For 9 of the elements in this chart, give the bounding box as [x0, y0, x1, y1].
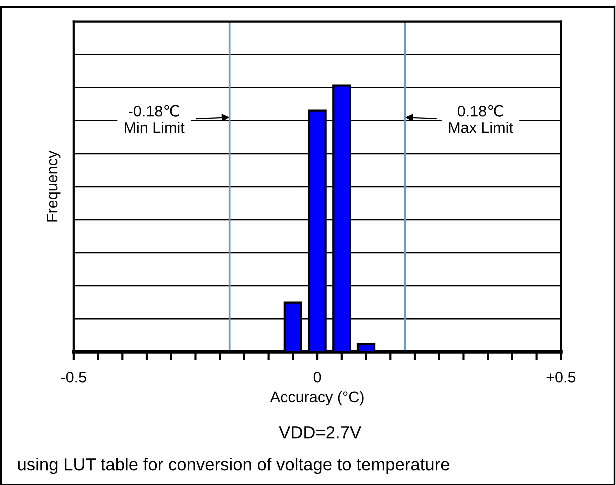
- x-tick-label: 0: [314, 372, 322, 383]
- x-tick-label: +0.5: [546, 372, 576, 383]
- text: using LUT table for conversion of voltage to temperature: [18, 458, 450, 474]
- x-tick-label: -0.5: [61, 372, 86, 383]
- ref-line-label: 0.18℃ Max Limit: [449, 105, 514, 134]
- x-axis-title: Accuracy (°C): [270, 391, 364, 406]
- ref-line-label: -0.18℃ Min Limit: [125, 105, 185, 134]
- text: VDD=2.7V: [279, 426, 362, 439]
- y-axis-title: Frequency: [47, 150, 61, 222]
